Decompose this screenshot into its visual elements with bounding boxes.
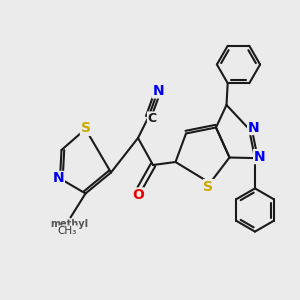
Text: N: N [248,121,259,134]
Text: S: S [80,122,91,135]
Text: N: N [53,172,64,185]
Text: methyl: methyl [50,219,88,229]
Text: CH₃: CH₃ [58,226,77,236]
Text: N: N [254,150,265,164]
Text: O: O [132,188,144,202]
Text: S: S [203,180,214,194]
Text: C: C [148,112,157,125]
Text: N: N [152,84,164,98]
